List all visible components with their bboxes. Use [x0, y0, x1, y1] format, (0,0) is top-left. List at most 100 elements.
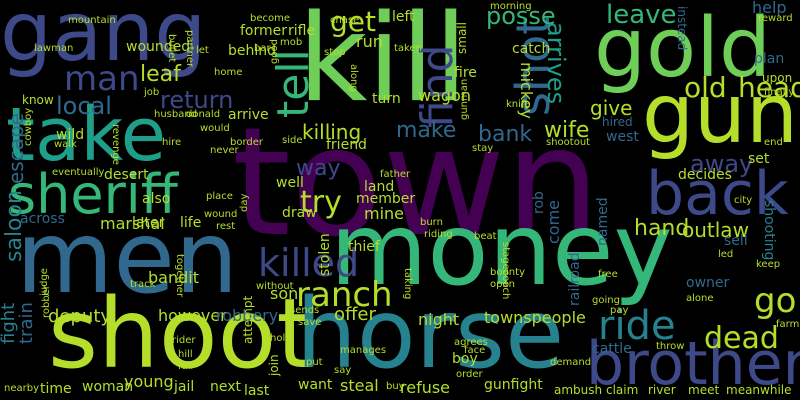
word-kill: kill: [298, 0, 468, 129]
word-small: small: [455, 22, 469, 54]
word-judge: judge: [39, 268, 50, 296]
word-fall: fall: [178, 361, 194, 372]
word-claim: claim: [606, 383, 639, 397]
word-side: side: [282, 135, 303, 146]
word-free: free: [598, 269, 618, 280]
word-bullet: bullet: [166, 34, 177, 63]
word-marshal: marshal: [100, 214, 165, 233]
word-friend: friend: [326, 137, 367, 153]
word-wounded: wounded: [126, 39, 191, 55]
word-let: let: [196, 45, 209, 56]
word-sell: sell: [724, 233, 748, 249]
word-gun: gun: [642, 67, 798, 162]
word-throw: throw: [656, 341, 685, 352]
word-money: money: [330, 191, 673, 308]
word-day: day: [239, 193, 250, 212]
word-bank: bank: [478, 122, 533, 147]
word-gunfight: gunfight: [484, 377, 543, 393]
word-owner: owner: [686, 275, 730, 291]
word-alone: alone: [686, 293, 714, 304]
word-ride: ride: [598, 303, 676, 349]
word-shootout: shootout: [546, 137, 591, 148]
word-without: without: [256, 281, 294, 292]
word-offer: offer: [334, 304, 376, 325]
word-chase: chase: [330, 15, 360, 26]
word-well: well: [276, 175, 304, 191]
word-stolen: stolen: [317, 233, 333, 276]
word-keep: keep: [756, 259, 781, 270]
word-hired: hired: [602, 115, 633, 129]
word-life: life: [180, 215, 202, 231]
word-ambush: ambush: [554, 383, 603, 397]
word-gold: gold: [594, 1, 772, 96]
word-gang: gang: [0, 0, 207, 80]
word-led: led: [718, 249, 734, 260]
word-say: say: [334, 365, 352, 376]
word-hold: hold: [270, 333, 292, 344]
word-robbery: robbery: [216, 306, 279, 325]
word-catch: catch: [512, 41, 551, 57]
word-rifle: rifle: [288, 23, 316, 39]
word-husband: husband: [154, 109, 198, 120]
word-save: save: [298, 317, 322, 328]
word-sends: sends: [290, 305, 320, 316]
word-place: place: [206, 191, 233, 202]
word-upon: upon: [762, 71, 793, 85]
word-taken: taken: [394, 43, 422, 54]
word-riding: riding: [424, 229, 453, 240]
word-sheriff: sheriff: [8, 163, 178, 226]
word-ranch: ranch: [296, 275, 393, 315]
word-help: help: [752, 0, 787, 17]
word-taking: taking: [402, 268, 413, 300]
word-posse: posse: [486, 2, 556, 30]
word-wild: wild: [56, 127, 85, 143]
word-attempt: attempt: [241, 295, 255, 344]
word-hill: hill: [178, 349, 193, 360]
word-nearby: nearby: [4, 383, 39, 394]
word-border: border: [230, 137, 264, 148]
word-away: away: [690, 150, 754, 178]
word-also: also: [142, 191, 171, 207]
word-instead: instead: [675, 6, 689, 51]
word-partner: partner: [184, 30, 195, 68]
word-wagon: wagon: [418, 86, 471, 105]
word-head: head: [738, 71, 800, 104]
word-local: local: [56, 92, 112, 120]
word-along: along: [348, 64, 359, 92]
word-beat: beat: [474, 231, 497, 242]
word-meanwhile: meanwhile: [726, 383, 792, 397]
word-time: time: [40, 381, 72, 397]
word-leaf: leaf: [140, 62, 181, 87]
word-would: would: [200, 123, 230, 134]
word-bar: bar: [254, 43, 271, 54]
word-town: town: [232, 96, 601, 270]
word-horse: horse: [296, 278, 565, 390]
word-set: set: [748, 151, 770, 167]
word-refuse: refuse: [400, 378, 451, 397]
word-killed: killed: [258, 241, 360, 285]
word-cowboy: cowboy: [23, 107, 34, 146]
word-arrive: arrive: [228, 107, 269, 123]
word-go: go: [754, 281, 797, 321]
word-plan: plan: [754, 51, 785, 67]
word-manages: manages: [340, 345, 387, 356]
word-gunman: gunman: [459, 78, 470, 120]
word-rider: rider: [172, 335, 196, 346]
word-get: get: [330, 5, 376, 38]
word-eventually: eventually: [52, 167, 105, 178]
word-meet: meet: [688, 383, 720, 397]
word-river: river: [648, 383, 676, 397]
word-outlaw: outlaw: [682, 218, 749, 242]
word-behind: behind: [228, 43, 277, 59]
word-morning: morning: [490, 1, 532, 12]
word-decides: decides: [678, 167, 732, 183]
word-former: former: [240, 23, 288, 39]
word-later: later: [132, 215, 165, 231]
word-last: last: [244, 383, 270, 399]
word-home: home: [214, 67, 243, 78]
word-walk: walk: [54, 139, 77, 150]
word-never: never: [210, 145, 239, 156]
word-open: open: [490, 279, 515, 290]
word-desert: desert: [104, 167, 149, 183]
